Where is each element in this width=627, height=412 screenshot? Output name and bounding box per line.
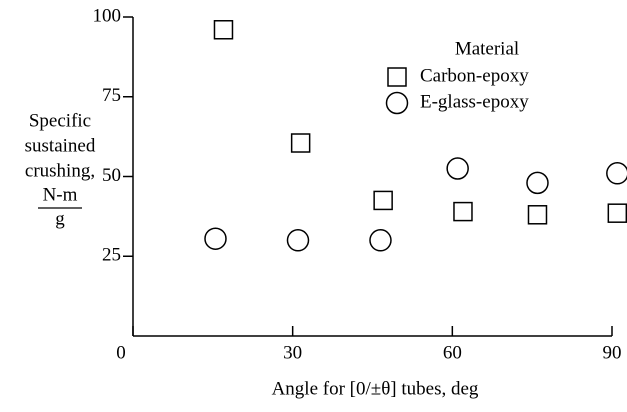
point <box>373 190 393 211</box>
x-tick-label: 90 <box>603 342 622 363</box>
y-tick-label: 100 <box>93 5 122 26</box>
y-axis-label-numerator: N-m <box>43 184 78 205</box>
y-tick-label: 25 <box>102 245 121 266</box>
x-tick-label: 60 <box>443 342 462 363</box>
point <box>607 203 627 223</box>
point <box>526 171 549 195</box>
legend-title: Material <box>455 38 519 59</box>
x-tick-label: 30 <box>283 342 302 363</box>
y-tick-label: 75 <box>102 85 121 106</box>
point <box>446 157 469 180</box>
legend-label: E-glass-epoxy <box>420 91 529 112</box>
point <box>286 229 310 252</box>
point <box>453 201 473 222</box>
point <box>369 229 392 252</box>
x-tick-label: 0 <box>116 342 126 363</box>
y-axis-label: crushing, <box>25 160 95 181</box>
y-axis-label: Specific <box>29 110 91 131</box>
point <box>527 205 548 225</box>
legend-marker <box>387 67 407 87</box>
point <box>213 20 234 40</box>
legend-label: Carbon-epoxy <box>420 65 529 86</box>
y-axis-label-denominator: g <box>55 208 65 229</box>
point <box>290 133 311 153</box>
point <box>606 162 627 185</box>
x-axis-label: Angle for [0/±θ] tubes, deg <box>272 378 479 399</box>
y-axis-label: sustained <box>25 135 96 156</box>
legend-marker <box>385 91 409 115</box>
y-tick-label: 50 <box>102 165 121 186</box>
point <box>204 227 227 250</box>
